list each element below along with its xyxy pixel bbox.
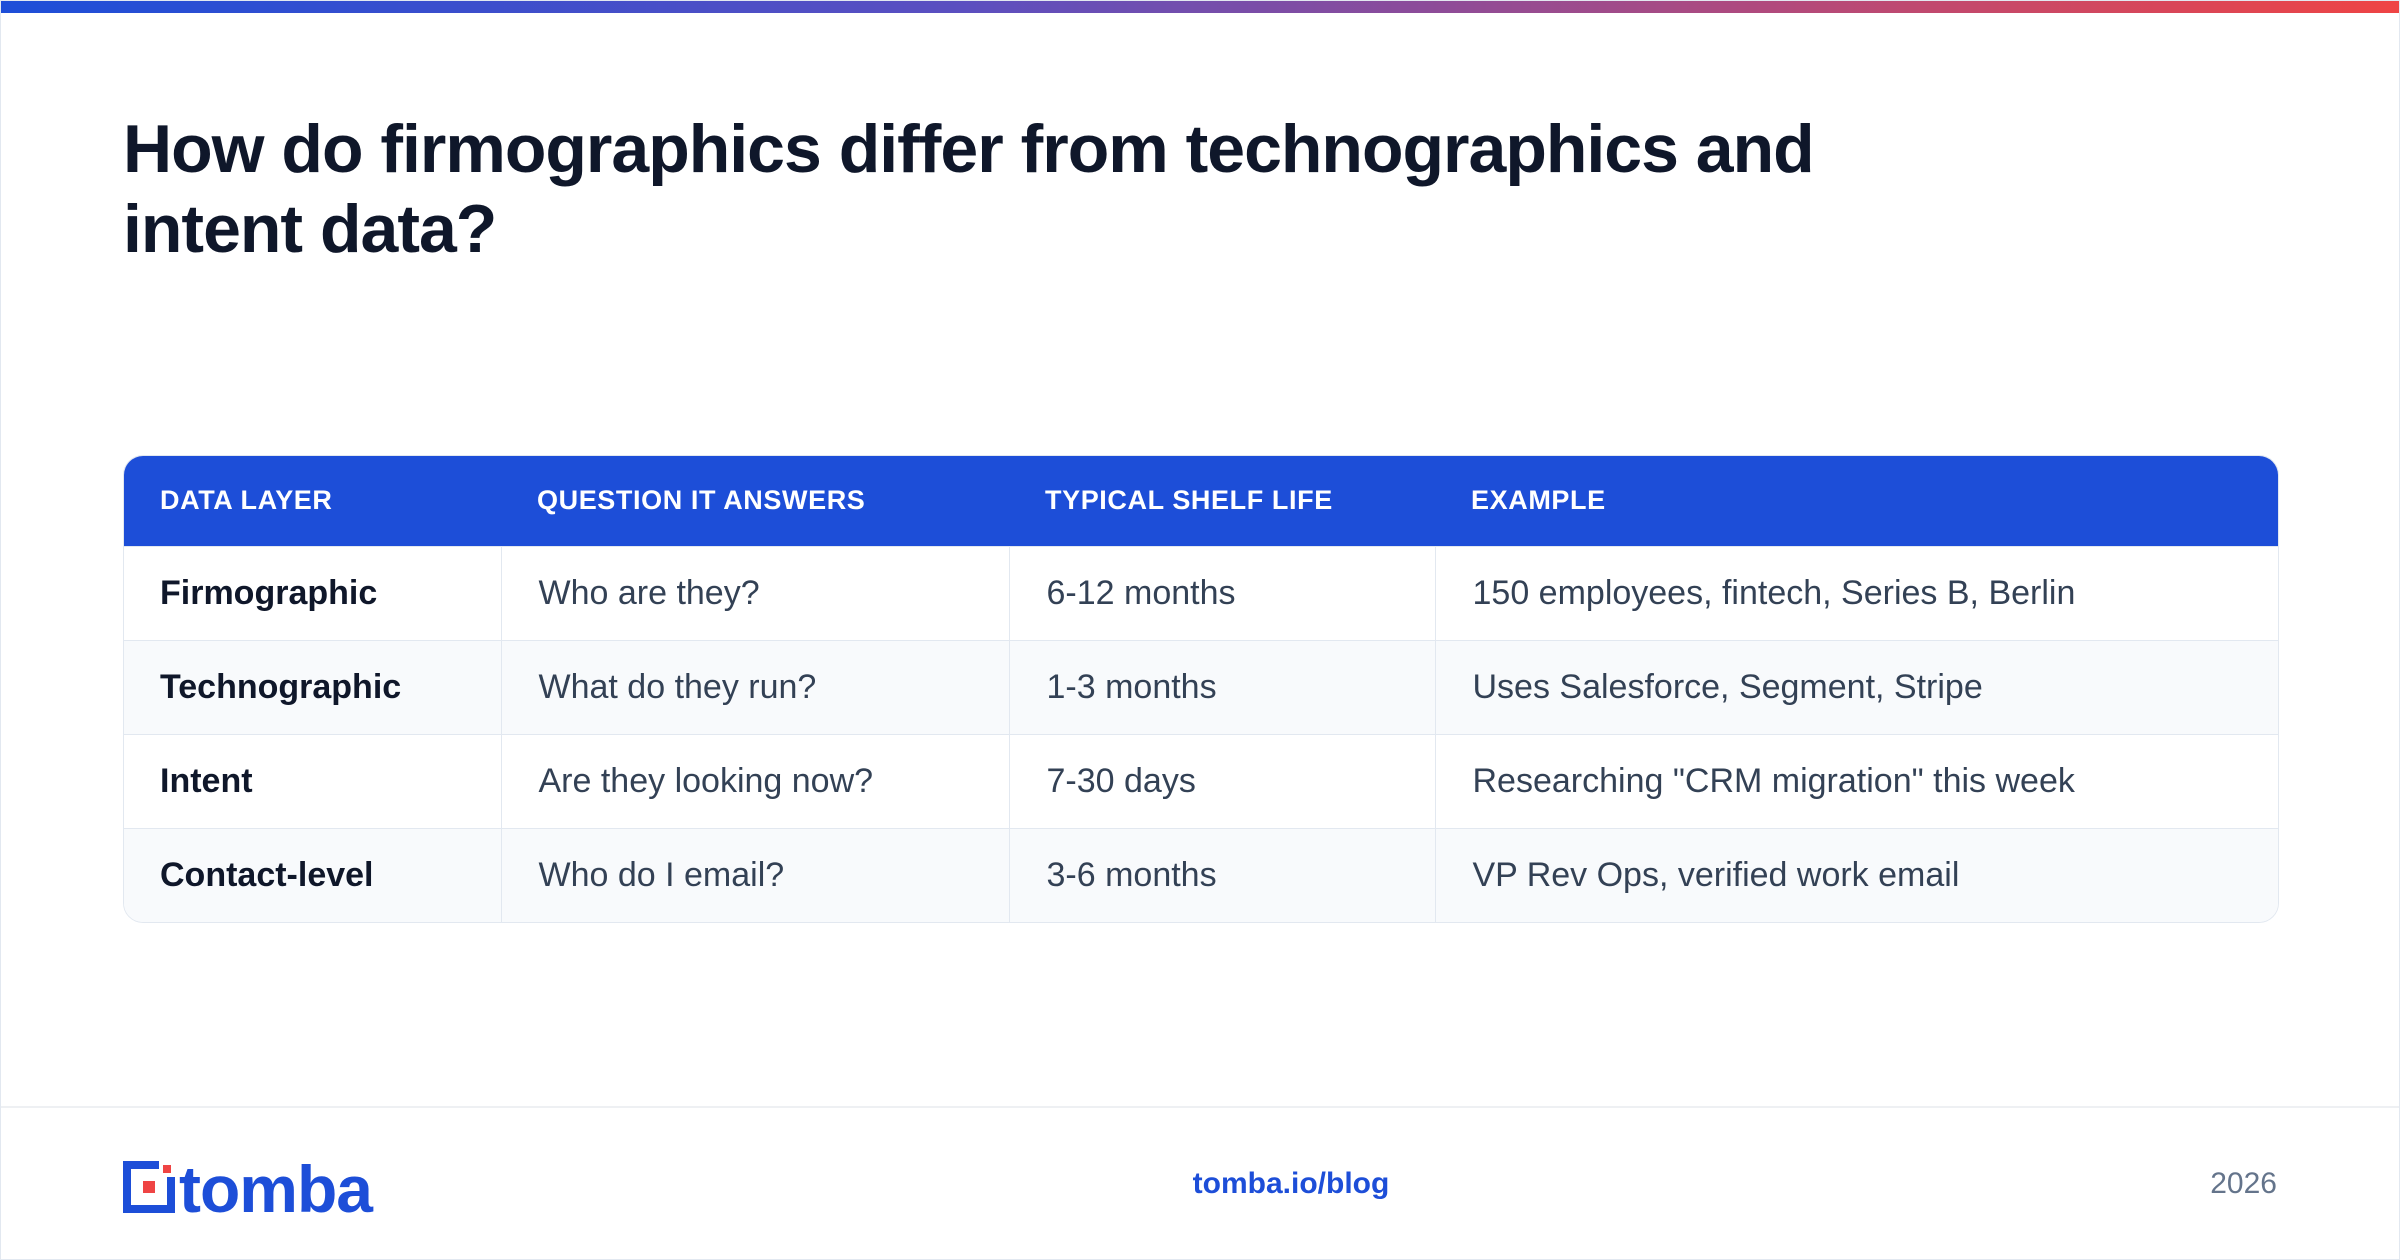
table-row: Intent Are they looking now? 7-30 days R… <box>124 733 2278 828</box>
footer-year: 2026 <box>2210 1167 2277 1200</box>
header-data-layer: DATA LAYER <box>160 485 333 516</box>
cell-shelf-life: 7-30 days <box>1008 733 1435 828</box>
cell-shelf-life: 3-6 months <box>1008 827 1435 922</box>
cell-data-layer: Firmographic <box>124 545 501 640</box>
table-row: Technographic What do they run? 1-3 mont… <box>124 639 2278 734</box>
cell-data-layer: Intent <box>124 733 501 828</box>
cell-data-layer: Technographic <box>124 639 501 734</box>
tomba-logo-icon <box>123 1160 175 1218</box>
cell-question: Who do I email? <box>500 827 1009 922</box>
page-title: How do firmographics differ from technog… <box>123 111 1815 267</box>
gradient-top-bar <box>1 1 2399 13</box>
cell-example: VP Rev Ops, verified work email <box>1434 827 2278 922</box>
footer-divider <box>1 1106 2399 1108</box>
cell-question: What do they run? <box>500 639 1009 734</box>
cell-example: 150 employees, fintech, Series B, Berlin <box>1434 545 2278 640</box>
tomba-logo[interactable]: tomba <box>123 1152 373 1226</box>
blog-link[interactable]: tomba.io/blog <box>1192 1167 1390 1200</box>
comparison-table: DATA LAYER QUESTION IT ANSWERS TYPICAL S… <box>123 455 2279 923</box>
table-header-row: DATA LAYER QUESTION IT ANSWERS TYPICAL S… <box>124 456 2278 546</box>
cell-shelf-life: 1-3 months <box>1008 639 1435 734</box>
cell-example: Uses Salesforce, Segment, Stripe <box>1434 639 2278 734</box>
table-row: Contact-level Who do I email? 3-6 months… <box>124 827 2278 922</box>
cell-question: Who are they? <box>500 545 1009 640</box>
table-row: Firmographic Who are they? 6-12 months 1… <box>124 545 2278 640</box>
header-shelf-life: TYPICAL SHELF LIFE <box>1045 485 1333 516</box>
logo-wordmark: tomba <box>179 1152 373 1226</box>
cell-example: Researching "CRM migration" this week <box>1434 733 2278 828</box>
cell-data-layer: Contact-level <box>124 827 501 922</box>
header-question: QUESTION IT ANSWERS <box>537 485 866 516</box>
header-example: EXAMPLE <box>1471 485 1606 516</box>
cell-question: Are they looking now? <box>500 733 1009 828</box>
cell-shelf-life: 6-12 months <box>1008 545 1435 640</box>
